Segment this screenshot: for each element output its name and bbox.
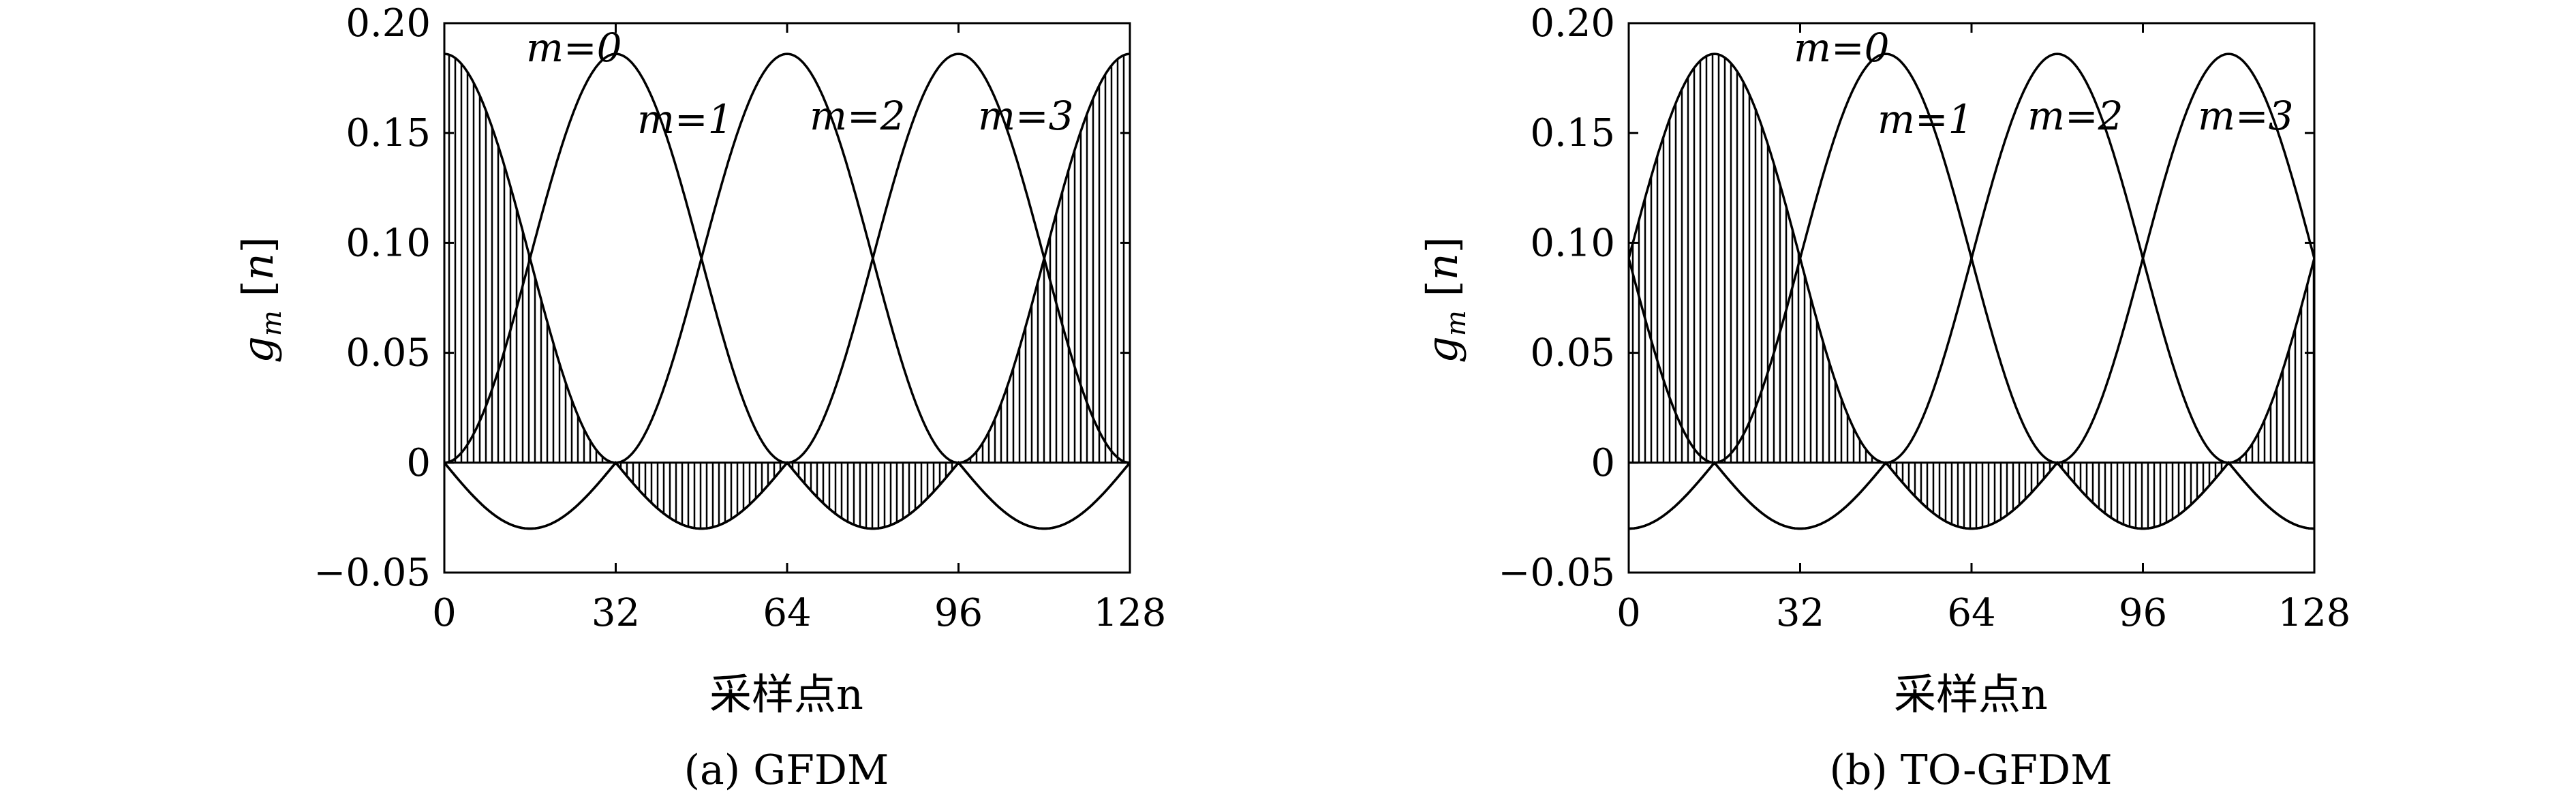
curve-label-m1: m=1	[637, 96, 733, 142]
y-ticks: 0.20 0.15 0.10 0.05 0 −0.05	[1498, 1, 2314, 595]
curve-label-m3: m=3	[978, 93, 1074, 139]
y-tick-label: 0.05	[346, 331, 431, 376]
x-ticks: 0 32 64 96 128	[1616, 23, 2350, 635]
y-ticks: 0.20 0.15 0.10 0.05 0 −0.05	[313, 1, 1130, 595]
series-line-m3	[1629, 52, 2314, 530]
x-tick-label: 0	[432, 591, 457, 635]
y-tick-label: 0.20	[1530, 1, 1615, 46]
y-axis-label: gm [n]	[1417, 237, 1472, 363]
curves	[444, 52, 1130, 530]
y-axis-label: gm [n]	[233, 237, 288, 363]
x-tick-label: 128	[1094, 591, 1167, 635]
x-tick-label: 64	[763, 591, 811, 635]
x-axis-label: 采样点n	[1894, 669, 2048, 719]
curve-label-m1: m=1	[1877, 96, 1974, 142]
y-tick-label: 0.10	[1530, 221, 1615, 265]
chart-panel-gfdm: 0.200.150.100.050−0.05 0 32 64 96 128 m=0m=1…	[233, 1, 1166, 794]
y-tick-label: 0.10	[346, 221, 431, 265]
y-tick-label: 0.05	[1530, 331, 1615, 376]
x-tick-label: 96	[934, 591, 983, 635]
y-tick-label: 0	[406, 441, 431, 485]
m0-shaded-area	[1629, 54, 2314, 529]
curve-label-m0: m=0	[1794, 25, 1890, 71]
y-tick-label: 0.15	[346, 111, 431, 155]
x-tick-label: 32	[1776, 591, 1824, 635]
x-tick-label: 0	[1616, 591, 1641, 635]
curve-labels: m=0 m=1 m=2 m=3	[1794, 25, 2294, 142]
curve-label-m3: m=3	[2198, 93, 2294, 139]
curve-label-m2: m=2	[2027, 93, 2123, 139]
curve-labels: m=0 m=1 m=2 m=3	[526, 25, 1074, 142]
series-line-m3	[444, 52, 1130, 530]
curves	[1629, 52, 2314, 530]
x-tick-label: 32	[592, 591, 640, 635]
y-tick-label: −0.05	[313, 551, 431, 595]
chart-panel-to-gfdm: 0.200.150.100.050−0.05 0 32 64 96 128 m=0m=1…	[1417, 1, 2350, 794]
x-tick-label: 128	[2278, 591, 2351, 635]
curve-label-m2: m=2	[810, 93, 906, 139]
y-tick-label: 0.20	[346, 1, 431, 46]
x-ticks: 0 32 64 96 128	[432, 23, 1166, 635]
x-axis-label: 采样点n	[709, 669, 863, 719]
y-tick-label: −0.05	[1498, 551, 1615, 595]
curve-label-m0: m=0	[526, 25, 622, 71]
x-tick-label: 64	[1947, 591, 1995, 635]
panel-caption: (b) TO-GFDM	[1829, 746, 2112, 794]
y-tick-label: 0	[1591, 441, 1615, 485]
x-tick-label: 96	[2119, 591, 2167, 635]
y-tick-label: 0.15	[1530, 111, 1615, 155]
panel-caption: (a) GFDM	[684, 746, 889, 794]
